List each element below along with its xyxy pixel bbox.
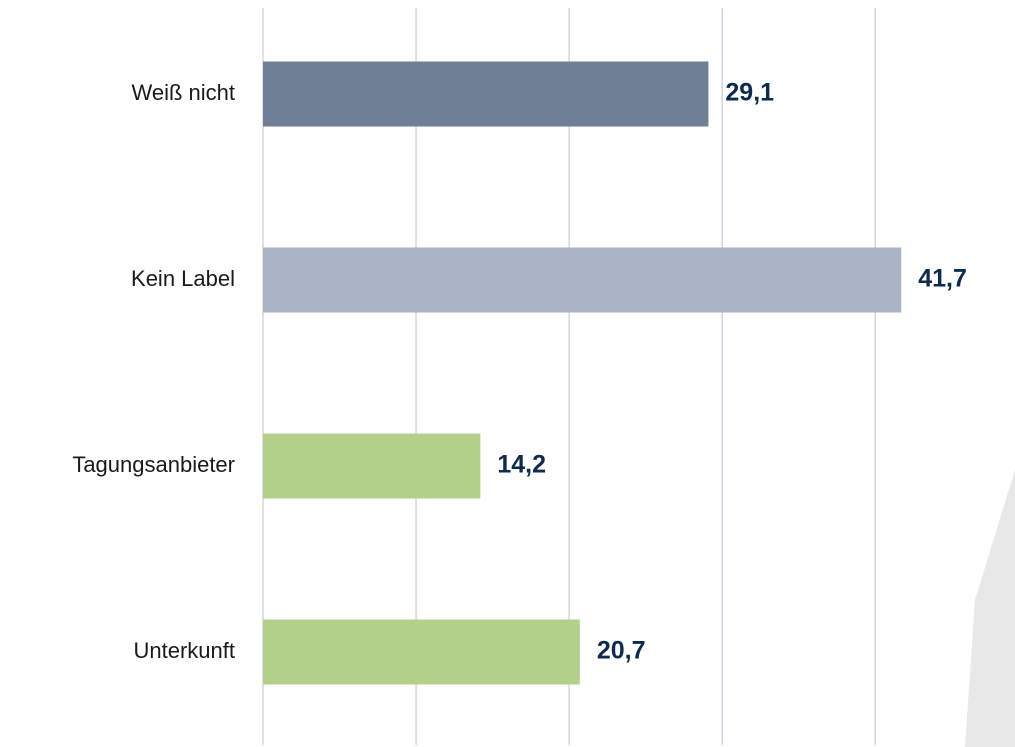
- value-label: 14,2: [497, 451, 546, 479]
- page: Weiß nicht 29,1 Kein Label 41,7 Tagungsanbie…: [0, 0, 1015, 747]
- value-label: 29,1: [725, 79, 774, 107]
- value-label: 41,7: [918, 265, 967, 293]
- category-label: Tagungsanbieter: [72, 452, 235, 477]
- category-label: Unterkunft: [134, 638, 236, 663]
- category-label: Kein Label: [131, 266, 235, 291]
- bar: [263, 620, 580, 685]
- bar: [263, 248, 901, 313]
- category-label: Weiß nicht: [131, 80, 235, 105]
- bar: [263, 62, 708, 127]
- value-label: 20,7: [597, 637, 646, 665]
- background-texture: [965, 470, 1015, 747]
- bar: [263, 434, 480, 499]
- chart: Weiß nicht 29,1 Kein Label 41,7 Tagungsanbie…: [0, 0, 1015, 747]
